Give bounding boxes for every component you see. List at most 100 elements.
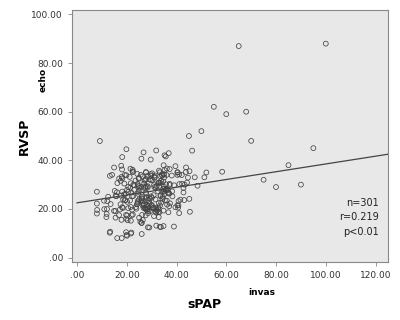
- Point: [145, 225, 151, 230]
- Point: [175, 199, 182, 204]
- Point: [164, 166, 170, 171]
- Point: [144, 173, 151, 179]
- Point: [139, 174, 146, 179]
- Point: [128, 218, 134, 223]
- Point: [118, 217, 125, 222]
- Point: [273, 185, 279, 190]
- Point: [155, 189, 161, 194]
- Point: [180, 190, 187, 195]
- Point: [322, 41, 329, 46]
- Point: [152, 175, 158, 180]
- Point: [117, 207, 123, 212]
- Text: n=301
r=0.219
p<0.01: n=301 r=0.219 p<0.01: [339, 197, 378, 237]
- Point: [203, 170, 210, 175]
- Point: [160, 172, 167, 177]
- Point: [223, 112, 230, 117]
- Point: [118, 236, 125, 241]
- Point: [119, 205, 125, 210]
- Point: [161, 188, 167, 194]
- Point: [144, 205, 150, 210]
- Point: [175, 205, 181, 210]
- Point: [160, 223, 167, 228]
- Point: [166, 182, 173, 188]
- Point: [124, 233, 130, 238]
- Point: [142, 206, 148, 211]
- Point: [152, 205, 158, 211]
- Point: [160, 163, 167, 168]
- Point: [142, 205, 148, 211]
- Point: [141, 178, 148, 183]
- Point: [157, 203, 163, 208]
- Point: [134, 201, 141, 206]
- Point: [155, 209, 162, 214]
- Point: [166, 181, 173, 187]
- Point: [117, 202, 124, 207]
- Point: [146, 196, 153, 201]
- Point: [145, 204, 152, 209]
- Point: [162, 198, 168, 203]
- Point: [164, 188, 171, 193]
- Point: [144, 185, 151, 190]
- Point: [138, 231, 145, 236]
- Point: [169, 194, 176, 199]
- Point: [94, 207, 100, 212]
- Point: [157, 194, 164, 199]
- Point: [106, 230, 113, 235]
- Point: [152, 197, 159, 202]
- Point: [158, 200, 164, 205]
- Point: [156, 170, 163, 175]
- Point: [119, 167, 125, 172]
- Point: [138, 184, 145, 189]
- Point: [164, 198, 170, 203]
- Point: [94, 189, 100, 194]
- Point: [122, 191, 129, 196]
- Point: [148, 157, 154, 162]
- Point: [125, 205, 132, 211]
- Point: [182, 182, 188, 187]
- Text: sPAP: sPAP: [188, 298, 222, 311]
- Point: [165, 210, 172, 215]
- Point: [145, 208, 151, 213]
- Point: [152, 174, 158, 180]
- Point: [140, 202, 147, 207]
- Point: [139, 203, 146, 208]
- Point: [159, 172, 165, 178]
- Point: [285, 163, 292, 168]
- Point: [153, 148, 160, 153]
- Point: [169, 189, 175, 194]
- Point: [166, 191, 172, 196]
- Point: [119, 155, 126, 160]
- Point: [160, 179, 166, 184]
- Point: [112, 193, 119, 198]
- Point: [164, 187, 170, 192]
- Point: [138, 220, 145, 226]
- Point: [159, 173, 166, 178]
- Point: [143, 170, 149, 175]
- Point: [105, 194, 111, 199]
- Point: [121, 181, 128, 186]
- Point: [174, 170, 181, 175]
- Point: [161, 186, 168, 191]
- Point: [139, 194, 145, 199]
- Point: [136, 185, 142, 190]
- Point: [140, 205, 147, 211]
- Point: [161, 175, 168, 180]
- Point: [142, 186, 148, 191]
- Point: [260, 177, 267, 182]
- Point: [147, 177, 153, 182]
- Point: [151, 183, 157, 188]
- Point: [143, 169, 149, 174]
- Point: [158, 224, 164, 229]
- Point: [174, 172, 181, 178]
- Point: [118, 163, 124, 168]
- Point: [130, 169, 136, 174]
- Point: [166, 166, 173, 172]
- Point: [114, 180, 120, 186]
- Point: [159, 196, 166, 201]
- Point: [139, 199, 145, 204]
- Point: [126, 174, 133, 180]
- Point: [124, 188, 130, 193]
- Point: [143, 190, 149, 195]
- Point: [163, 187, 170, 192]
- Point: [158, 193, 164, 198]
